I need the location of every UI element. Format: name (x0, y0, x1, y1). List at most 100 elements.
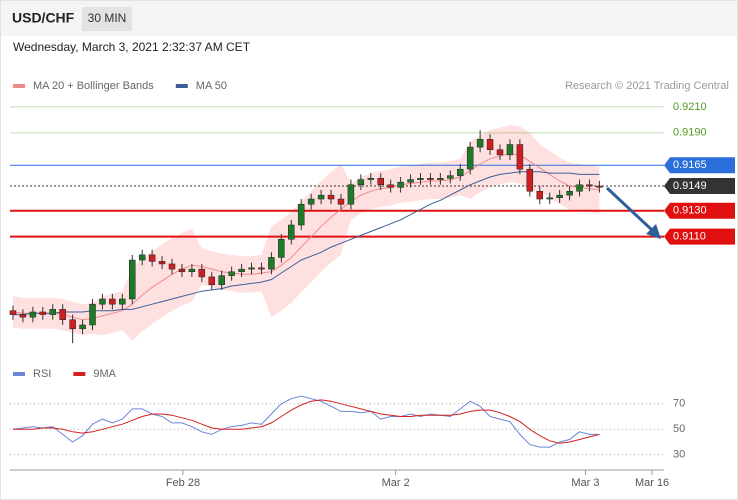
level-tag (664, 228, 735, 245)
symbol: USD/CHF (12, 10, 75, 26)
candle-body (228, 271, 235, 276)
rsi-line (13, 399, 600, 444)
x-tick-label: Mar 16 (635, 477, 669, 489)
candle-body (278, 239, 285, 258)
candle-body (59, 309, 66, 321)
candle-body (89, 303, 96, 326)
candle-body (307, 198, 315, 205)
candle-body (427, 178, 434, 180)
arrow-shaft (605, 186, 654, 232)
candle-body (407, 179, 414, 183)
legend-swatch (175, 84, 188, 88)
candle-body (297, 203, 305, 226)
candle-body (138, 254, 146, 261)
candle-body (218, 275, 225, 285)
legend-swatch (13, 84, 25, 88)
level-tag (664, 178, 735, 195)
candle-body (437, 178, 444, 180)
candle-body (148, 254, 156, 262)
x-tick-label: Mar 3 (571, 477, 599, 489)
candle-body (288, 224, 295, 240)
candle-body (447, 175, 454, 179)
candle-body (536, 191, 544, 200)
timestamp: Wednesday, March 3, 2021 2:32:37 AM CET (13, 40, 251, 54)
candle-body (327, 194, 335, 200)
level-label: 0.9210 (673, 101, 707, 113)
candle-body (556, 194, 563, 198)
candle-body (188, 268, 196, 272)
candle-body (9, 310, 17, 315)
source: Research © 2021 Trading Central (565, 80, 729, 92)
candle-body (397, 181, 404, 188)
legend-swatch (13, 372, 25, 376)
candle-body (486, 139, 494, 150)
candle-body (347, 184, 355, 205)
rsi-panel: 30 50 70 Feb 28 Mar 2 Mar 3 Mar 16 RSI 9MA (10, 368, 685, 489)
candle-body (258, 267, 265, 270)
forecast-arrow (605, 186, 661, 239)
candle-body (337, 198, 345, 205)
level-label: 0.9190 (673, 127, 707, 139)
candle-body (417, 178, 424, 180)
candle-body (317, 194, 325, 200)
candle-body (516, 144, 524, 170)
candle-body (29, 311, 37, 318)
rsi-line (12, 395, 600, 448)
candle-body (99, 298, 106, 305)
x-tick-label: Mar 2 (382, 477, 410, 489)
candle-body (377, 178, 384, 186)
candle-body (566, 191, 573, 196)
arrow-head (646, 224, 661, 239)
ma-line (13, 171, 600, 316)
candle-body (39, 311, 47, 315)
candle-body (238, 268, 245, 272)
candle-body (178, 268, 186, 272)
candle-body (596, 185, 603, 188)
candle-body (19, 314, 27, 318)
candle-body (466, 146, 474, 170)
candle-body (526, 168, 534, 192)
candle-body (208, 276, 216, 285)
y-tick-label: 30 (673, 449, 685, 461)
legend-swatch (73, 372, 86, 376)
candle-body (69, 319, 76, 330)
candle-body (387, 184, 394, 188)
ma-line (12, 153, 600, 321)
x-tick-label: Feb 28 (166, 477, 200, 489)
legend-label: MA 20 + Bollinger Bands (33, 80, 154, 92)
level-label: 0.9110 (673, 231, 706, 243)
candle-body (109, 298, 116, 305)
candle-body (476, 139, 484, 148)
candle-body (268, 257, 275, 270)
candle-body (129, 259, 136, 300)
y-tick-label: 70 (673, 398, 685, 410)
interval-tag[interactable] (82, 7, 132, 31)
candle-body (506, 144, 514, 156)
level-label: 0.9149 (673, 180, 707, 192)
level-tag (664, 157, 735, 174)
candle-body (79, 324, 86, 330)
interval[interactable]: 30 MIN (88, 11, 127, 25)
candle-body (586, 184, 593, 187)
candle-body (248, 267, 255, 270)
candle-body (198, 268, 206, 278)
candle-body (158, 261, 166, 265)
candle-body (456, 168, 464, 176)
candle-body (119, 298, 126, 305)
candle-body (496, 149, 504, 156)
legend-label: MA 50 (196, 80, 227, 92)
legend-label: RSI (33, 368, 51, 380)
candle-body (168, 263, 176, 270)
candle-body (576, 184, 583, 192)
price-panel: 0.9210 0.9190 0.9165 0.9149 0.9130 0.9110 MA 2… (9, 80, 735, 344)
level-label: 0.9165 (673, 159, 707, 171)
candle-body (546, 197, 553, 200)
level-label: 0.9130 (673, 205, 707, 217)
candle-body (367, 178, 375, 180)
legend-label: 9MA (93, 368, 116, 380)
y-tick-label: 50 (673, 423, 685, 435)
candle-body (357, 179, 365, 186)
level-tag (664, 202, 735, 219)
